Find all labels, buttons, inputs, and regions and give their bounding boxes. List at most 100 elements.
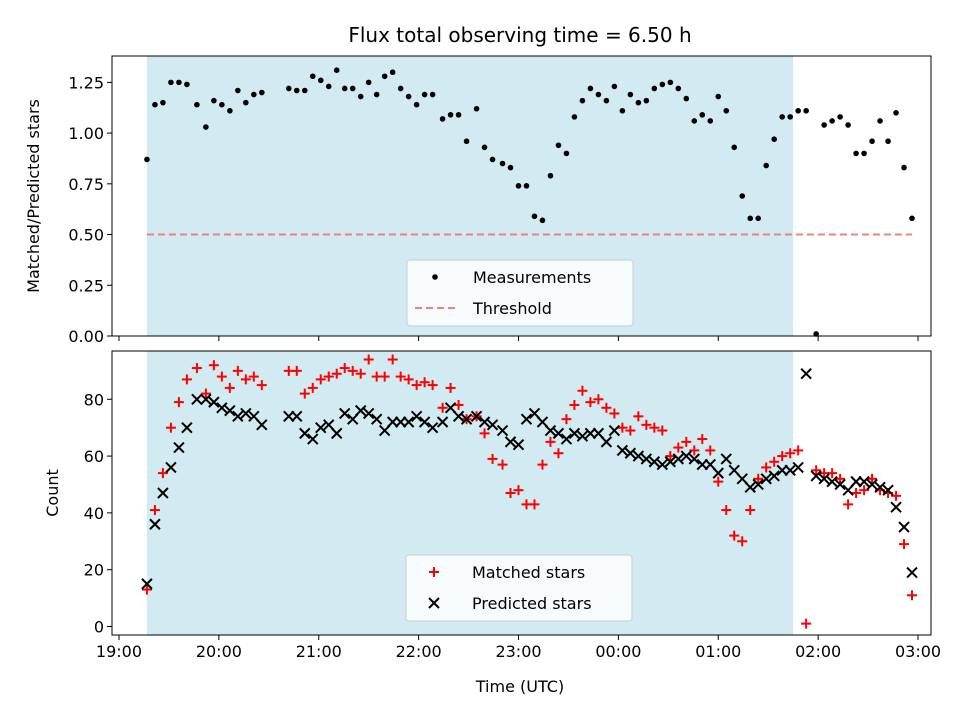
y-tick-label: 0.00 [68,327,104,346]
matched-star-point [745,505,756,516]
matched-star-point [208,360,219,371]
predicted-star-point [792,461,804,474]
measurement-point [481,144,488,151]
matched-star-point [851,488,862,498]
predicted-star-point [460,413,473,425]
matched-star-point [811,465,822,476]
measurement-point [901,164,907,171]
matched-star-point [785,448,796,459]
matched-star-point [705,445,716,456]
predicted-star-point [898,521,910,533]
measurement-point [787,114,793,120]
matched-star-point [149,505,160,516]
y-tick-label: 0.75 [68,175,104,194]
y-tick-label: 80 [84,390,104,409]
matched-star-point [769,456,780,467]
predicted-star-point [173,441,185,454]
measurement-point [421,91,428,98]
predicted-star-point [149,518,161,530]
measurement-point [219,101,225,108]
measurement-point [285,85,292,92]
predicted-star-point [315,421,327,434]
matched-star-point [232,365,243,376]
y-tick-label: 0.25 [68,276,104,295]
predicted-star-point [354,404,367,417]
x-tick-label: 00:00 [595,642,641,661]
matched-star-point [793,445,804,456]
predicted-star-point [664,456,677,468]
measurement-point [779,114,785,120]
measurement-point [447,112,454,118]
measurement-point [771,136,777,142]
predicted-star-point [874,481,886,494]
measurement-point [373,91,380,98]
legend-measurements-label: Measurements [473,268,591,287]
measurement-point [555,142,562,149]
predicted-star-point [165,461,177,474]
predicted-star-point [632,450,645,462]
measurement-point [211,97,217,104]
measurement-point [203,124,209,130]
matched-star-point [445,382,456,393]
measurement-point [429,91,436,98]
predicted-star-point [478,416,491,428]
predicted-star-point [624,447,637,459]
predicted-star-point [752,478,764,491]
predicted-star-point [331,427,343,440]
measurement-point [455,112,462,118]
matched-star-point [801,618,812,629]
count-y-ticks: 0 20 40 60 80 [84,390,112,636]
ratio-panel-frame [111,55,932,337]
predicted-star-point [362,407,375,420]
measurement-point [885,138,891,145]
measurement-point [747,215,754,222]
matched-star-point [379,371,390,382]
measurement-point [309,73,316,80]
measurement-point [691,118,698,124]
predicted-star-point [370,413,383,425]
matched-star-point [585,397,596,408]
measurement-point [803,107,809,114]
predicted-star-point [191,393,203,405]
predicted-star-point [544,424,557,437]
predicted-star-point [504,436,517,448]
measurement-point [603,97,610,104]
measurement-point [829,118,835,124]
predicted-star-point [818,473,830,485]
measurement-point [845,122,851,128]
measurement-point [707,118,714,124]
matched-star-point [256,380,267,391]
predicted-star-point [672,453,685,465]
x-tick-label: 22:00 [396,642,442,661]
matched-star-point [323,371,334,382]
predicted-star-point [560,433,573,445]
predicted-star-point [600,436,613,448]
matched-star-point [157,468,168,479]
predicted-star-point [512,439,525,451]
predicted-star-point [744,481,756,494]
matched-star-point [240,374,251,385]
predicted-star-point [299,427,311,440]
measurement-point [837,114,843,120]
y-tick-label: 60 [84,447,104,466]
measurement-point [635,99,642,106]
matched-star-point [609,408,620,419]
measurement-point [619,107,626,114]
measurement-point [821,122,827,128]
matched-star-point [224,382,235,393]
measurement-point [523,183,530,189]
y-tick-label: 1.00 [68,124,104,143]
measurement-point [675,85,682,92]
measurement-point [439,116,446,122]
matched-star-point [200,388,211,399]
measurement-point [869,138,875,145]
y-tick-label: 0 [94,617,104,636]
ratio-legend: Measurements Threshold [406,259,634,327]
matched-star-point [181,374,192,385]
measurement-point [667,79,674,86]
measurement-point [160,99,166,106]
ratio-x-ticks [118,336,919,341]
measurement-point [325,83,332,90]
predicted-star-point [224,404,236,417]
predicted-star-point [866,478,878,491]
